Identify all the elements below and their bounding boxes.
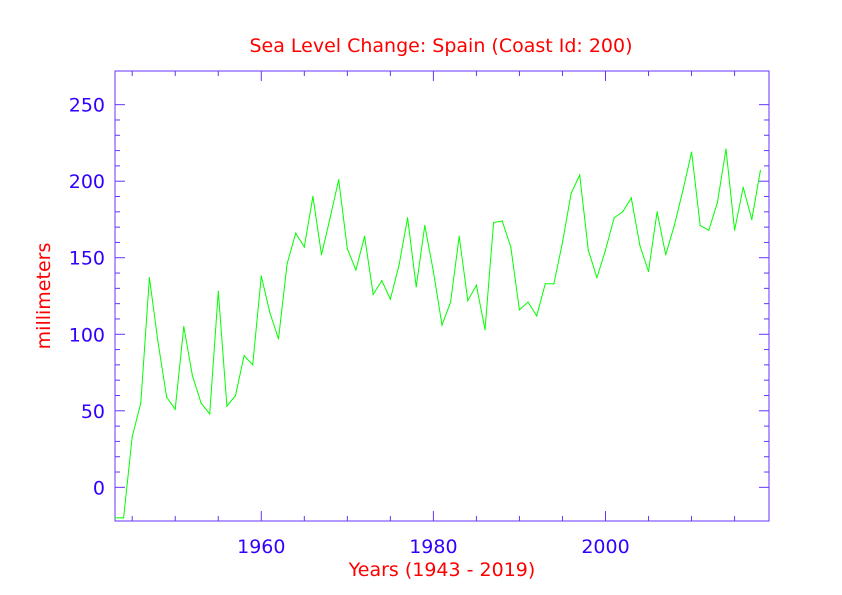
data-point	[140, 402, 142, 404]
y-tick-label: 0	[93, 477, 105, 499]
data-point	[501, 220, 503, 222]
data-point	[131, 436, 133, 438]
data-point	[355, 269, 357, 271]
data-point	[432, 270, 434, 273]
data-point	[751, 218, 753, 221]
data-point	[312, 195, 314, 198]
data-point	[234, 394, 237, 397]
data-point	[209, 413, 211, 415]
data-point	[226, 405, 228, 407]
x-tick-label: 2000	[581, 536, 629, 558]
data-point	[673, 225, 675, 227]
x-tick-label: 1980	[409, 536, 457, 558]
plot-frame	[114, 70, 770, 522]
data-point	[587, 249, 589, 251]
data-point	[450, 301, 452, 303]
data-point	[475, 284, 477, 286]
data-point	[415, 286, 417, 288]
data-point	[639, 244, 641, 247]
data-points	[114, 148, 762, 519]
series-line	[115, 149, 761, 519]
y-axis-label: millimeters	[33, 243, 55, 350]
data-point	[544, 283, 546, 285]
data-point	[742, 186, 744, 188]
data-point	[277, 338, 280, 340]
data-point	[303, 246, 305, 248]
data-point	[630, 197, 632, 199]
data-point	[260, 275, 262, 277]
data-point	[148, 277, 150, 279]
data-point	[372, 293, 374, 296]
data-point	[166, 396, 168, 398]
data-point	[579, 174, 581, 176]
data-point	[252, 364, 254, 366]
data-point	[536, 315, 538, 317]
data-point	[484, 329, 486, 331]
x-axis: 1960 1980 2000	[131, 71, 736, 558]
data-point	[691, 151, 693, 153]
data-point	[708, 229, 710, 231]
data-point	[424, 225, 426, 227]
data-point	[613, 217, 615, 219]
data-point	[759, 169, 762, 172]
data-point	[123, 517, 125, 519]
chart-title: Sea Level Change: Spain (Coast Id: 200)	[249, 35, 632, 57]
y-tick-label: 250	[69, 95, 105, 117]
data-point	[734, 229, 736, 231]
data-point	[622, 211, 624, 213]
data-point	[407, 217, 409, 219]
data-point	[338, 179, 340, 181]
data-point	[364, 235, 366, 237]
data-point	[510, 246, 512, 248]
data-point	[647, 270, 650, 273]
data-point	[269, 312, 271, 314]
data-point	[320, 254, 323, 256]
data-point	[441, 324, 443, 326]
x-axis-label: Years (1943 - 2019)	[348, 559, 536, 581]
data-point	[286, 263, 288, 265]
data-point	[174, 408, 176, 410]
data-point	[381, 280, 383, 282]
data-point	[716, 202, 719, 204]
data-point	[553, 283, 555, 285]
data-point	[191, 375, 193, 377]
data-point	[157, 341, 159, 343]
data-point	[699, 225, 701, 227]
data-point	[596, 277, 598, 279]
data-point	[243, 355, 245, 357]
data-point	[329, 217, 331, 219]
y-tick-label: 150	[69, 248, 105, 270]
y-tick-label: 50	[81, 401, 105, 423]
data-point	[183, 326, 185, 328]
data-point	[389, 298, 391, 300]
data-point	[656, 211, 658, 213]
data-point	[295, 232, 297, 234]
x-tick-label: 1960	[237, 536, 285, 558]
data-point	[458, 235, 460, 237]
data-point	[200, 402, 202, 404]
data-point	[682, 189, 684, 191]
data-point	[725, 148, 727, 150]
data-point	[561, 241, 564, 243]
data-point	[518, 309, 521, 311]
y-tick-label: 200	[69, 171, 105, 193]
data-point	[114, 517, 116, 519]
data-point	[493, 221, 495, 224]
data-point	[570, 192, 572, 194]
data-point	[527, 301, 529, 303]
data-point	[398, 264, 400, 266]
data-point	[467, 300, 469, 302]
data-point	[217, 290, 219, 292]
y-tick-label: 100	[69, 324, 105, 346]
data-point	[346, 248, 348, 250]
y-axis: 0 50 100 150 200 250	[69, 95, 769, 499]
data-point	[604, 249, 607, 251]
data-point	[665, 254, 667, 256]
